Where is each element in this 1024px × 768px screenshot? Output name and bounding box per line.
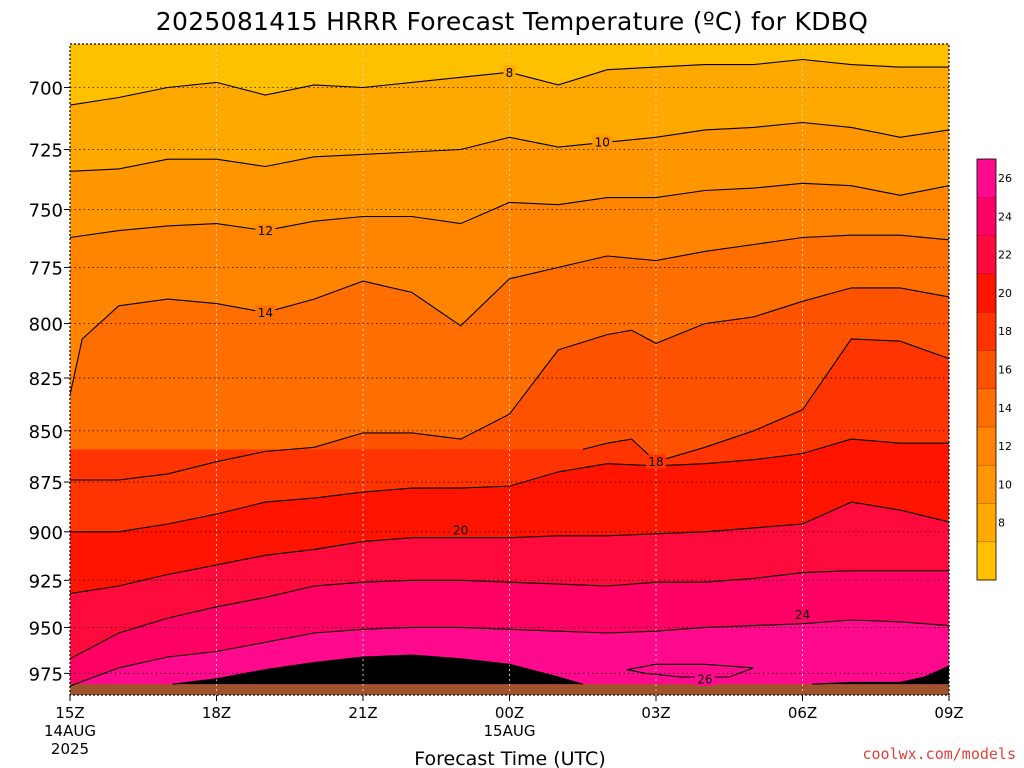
plot-area: 8 10 12 14 18 20 24 26 — [70, 44, 949, 695]
colorbar-label: 14 — [998, 402, 1012, 415]
colorbar-swatch — [977, 426, 996, 466]
x-tick-label: 15Z 14AUG 2025 — [44, 704, 96, 758]
colorbar-swatch — [977, 541, 996, 581]
colorbar: 8 10 12 14 16 18 20 22 24 26 — [976, 158, 1012, 581]
contour-line-14 — [70, 234, 949, 396]
y-tick-label: 700 — [29, 78, 63, 99]
contour-line-12 — [70, 182, 949, 239]
y-tick-label: 800 — [29, 315, 63, 336]
colorbar-swatch — [977, 465, 996, 504]
contour-line-20 — [70, 438, 949, 533]
colorbar-label: 24 — [998, 210, 1012, 223]
colorbar-label: 18 — [998, 325, 1012, 338]
contour-label-bg — [503, 65, 516, 80]
contour-label-bg — [646, 454, 666, 469]
colorbar-label: 12 — [998, 440, 1012, 453]
x-tick-line: 15Z — [55, 704, 84, 722]
credit-text: coolwx.com/models — [862, 745, 1016, 763]
x-tick-label: 06Z — [788, 704, 817, 722]
contour-label-14: 14 — [258, 306, 273, 320]
y-tick-label: 850 — [29, 422, 63, 443]
contour-labels: 8 10 12 14 18 20 24 26 — [255, 65, 813, 686]
y-tick-label: 750 — [29, 200, 63, 221]
grid-lines — [70, 44, 949, 695]
contour-label-12: 12 — [258, 224, 273, 238]
x-tick-line: 09Z — [934, 704, 963, 722]
colorbar-swatch — [977, 388, 996, 428]
contour-label-24: 24 — [795, 608, 810, 622]
y-tick-label: 925 — [29, 571, 63, 592]
x-tick-label: 03Z — [641, 704, 670, 722]
contour-line-28 — [172, 654, 583, 685]
contour-line-10 — [70, 121, 949, 172]
contour-label-bg — [450, 522, 471, 537]
colorbar-swatch — [977, 159, 996, 198]
x-tick-line: 06Z — [788, 704, 817, 722]
colorbar-frame — [976, 158, 997, 581]
x-tick-label: 18Z — [202, 704, 231, 722]
y-tick-label: 775 — [29, 258, 63, 279]
band-26-island — [626, 664, 754, 677]
contour-line-24 — [70, 570, 949, 660]
x-tick-label: 09Z — [934, 704, 963, 722]
contour-label-8: 8 — [506, 66, 514, 80]
contour-line-28 — [812, 665, 949, 685]
contour-label-bg — [255, 223, 276, 238]
x-tick-line: 18Z — [202, 704, 231, 722]
x-tick-line: 2025 — [51, 740, 89, 758]
colorbar-swatch — [977, 273, 996, 313]
x-tick-line: 15AUG — [484, 722, 536, 740]
colorbar-label: 10 — [998, 478, 1012, 491]
y-tick-label: 875 — [29, 473, 63, 494]
contour-label-20: 20 — [453, 523, 468, 537]
contour-label-bg — [255, 305, 276, 320]
x-tick-label: 00Z 15AUG — [484, 704, 536, 740]
colorbar-swatch — [977, 197, 996, 237]
colorbar-swatch — [977, 503, 996, 543]
contour-line-26 — [70, 619, 949, 687]
contour-line-26 — [626, 663, 754, 678]
colorbar-label: 16 — [998, 364, 1012, 377]
colorbar-swatch — [977, 350, 996, 390]
contour-line-18 — [582, 338, 949, 463]
contour-line-16 — [70, 287, 949, 481]
contour-label-26: 26 — [697, 672, 712, 686]
contour-label-10: 10 — [595, 136, 610, 150]
x-tick-line: 00Z — [495, 704, 524, 722]
y-tick-label: 950 — [29, 618, 63, 639]
contour-line-22 — [70, 501, 949, 595]
y-tick-label: 825 — [29, 369, 63, 390]
x-axis: 15Z 14AUG 2025 18Z 21Z 00Z 15AUG 03Z 06Z 09Z — [44, 695, 964, 758]
x-tick-label: 21Z — [348, 704, 377, 722]
y-tick-label: 975 — [29, 664, 63, 685]
x-tick-line: 14AUG — [44, 722, 96, 740]
colorbar-swatch — [977, 312, 996, 351]
contour-label-bg — [592, 135, 613, 150]
x-tick-line: 21Z — [348, 704, 377, 722]
colorbar-swatch — [977, 235, 996, 275]
contour-label-18: 18 — [648, 455, 663, 469]
x-tick-line: 03Z — [641, 704, 670, 722]
colorbar-label: 26 — [998, 172, 1012, 185]
colorbar-label: 8 — [998, 517, 1005, 530]
x-axis-label: Forecast Time (UTC) — [414, 748, 605, 768]
colorbar-label: 22 — [998, 249, 1012, 262]
contour-label-bg — [694, 671, 715, 686]
contour-label-bg — [792, 607, 813, 622]
y-axis: 700 725 750 775 800 825 850 875 900 925 950 975 — [29, 78, 70, 685]
y-tick-label: 725 — [29, 141, 63, 162]
y-tick-label: 900 — [29, 523, 63, 544]
colorbar-label: 20 — [998, 287, 1012, 300]
chart-title: 2025081415 HRRR Forecast Temperature (ºC… — [156, 7, 868, 36]
band-above-28-main — [172, 655, 583, 685]
